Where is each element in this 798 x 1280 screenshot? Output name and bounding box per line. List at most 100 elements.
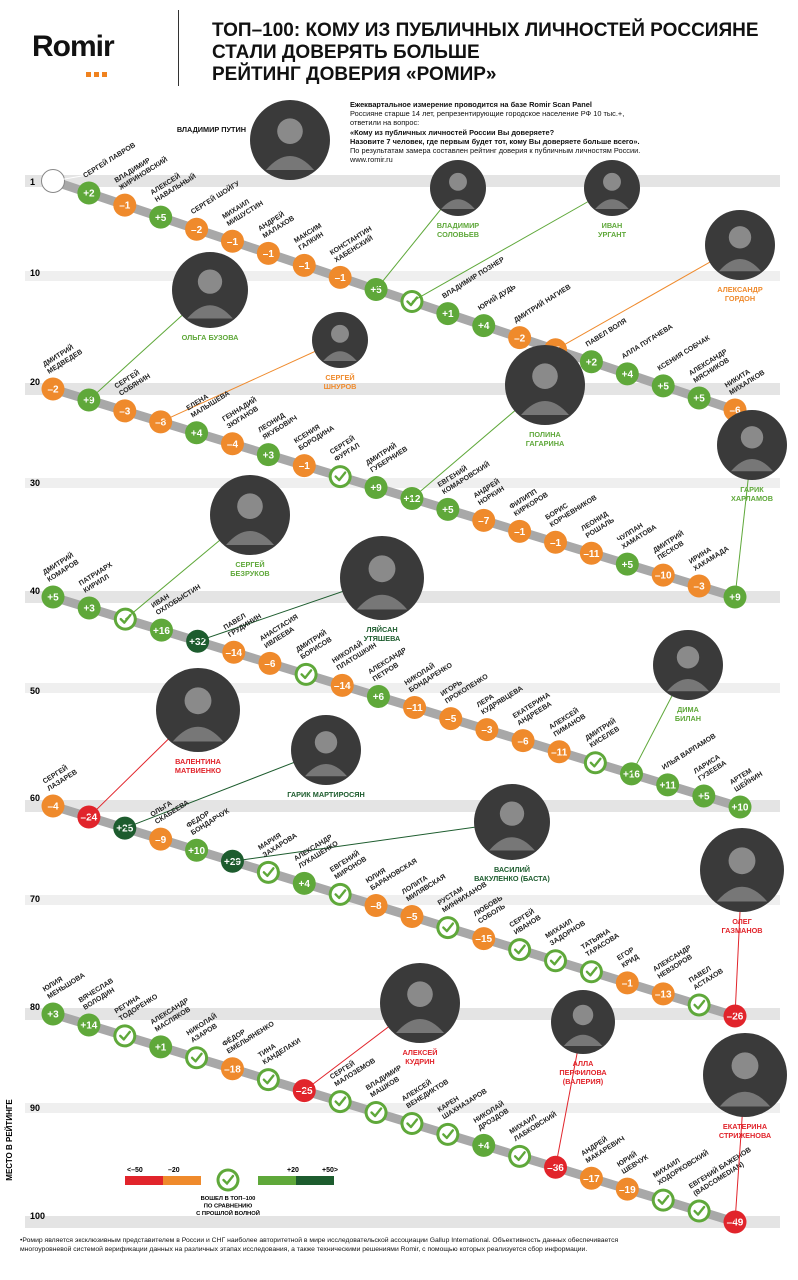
rank-circle [403,696,427,720]
person-marker: –1 [113,193,137,217]
rank-change-label: +5 [47,593,59,604]
rank-circle [615,971,639,995]
new-entry-badge [439,1125,457,1143]
rank-change-label: –10 [655,571,672,582]
callout-line [232,821,513,862]
person-marker: –11 [579,541,603,565]
rank-circle [222,640,246,664]
new-entry-badge [116,1027,134,1045]
person-marker: +5 [41,585,65,609]
checkmark-icon [262,1074,275,1085]
intro-line: Назовите 7 человек, где первым будет тот… [350,136,640,146]
rank-circle [149,618,173,642]
person-name-group: ПАВЕЛ ВОЛЯ [585,318,628,349]
portrait-body [521,401,569,415]
person-marker: +5 [436,497,460,521]
person-name: УТЯШЕВА [364,634,401,643]
person-marker: –11 [403,696,427,720]
rank-change-label: –6 [264,659,276,670]
person-marker [113,1024,137,1048]
rank-circle [615,1177,639,1201]
portrait-head [368,555,396,583]
rank-circle [436,497,460,521]
portrait-body [226,531,274,545]
person-marker [508,938,532,962]
rank-change-label: +2 [83,189,95,200]
website-link[interactable]: www.romir.ru [350,155,393,165]
checkmark-icon [657,1194,670,1205]
person-marker: –2 [185,217,209,241]
person-name: ДИМА [677,705,700,714]
rank-circle [185,421,209,445]
checkmark-icon [334,1096,347,1107]
rank-circle [220,432,244,456]
legend-label: +50> [322,1167,338,1174]
checkmark-icon [406,1118,419,1129]
portrait-head [731,1052,759,1080]
portrait-body [716,886,768,902]
rank-change-label: –1 [550,538,562,549]
rank-change-label: +25 [116,824,133,835]
rank-change-label: –2 [47,385,59,396]
portrait-body [187,305,233,319]
title-line-1: ТОП–100: КОМУ ИЗ ПУБЛИЧНЫХ ЛИЧНОСТЕЙ РОС… [212,20,759,41]
portrait-body [266,156,314,170]
rank-circle [41,794,65,818]
checkmark-icon [300,669,313,680]
person-name: ВАЛЕНТИНА [175,757,221,766]
rank-change-label: +5 [442,505,454,516]
rank-change-label: –49 [727,1218,744,1229]
portrait-body [172,726,224,742]
person-name: ХАРЛАМОВ [731,494,773,503]
portrait-head [532,363,558,390]
person-marker: +6 [366,684,390,708]
person-marker: –5 [400,905,424,929]
checkmark-icon [513,1151,526,1162]
rank-change-label: +16 [153,626,170,637]
person-name: БИЛАН [675,714,701,723]
rank-change-label: –1 [335,273,347,284]
rank-change-label: –26 [727,1012,744,1023]
rank-band [25,800,780,812]
person-marker: +4 [615,362,639,386]
portrait-body [595,199,629,209]
person-marker: –1 [615,971,639,995]
rank-change-label: –14 [334,681,351,692]
rank-tick-label: 50 [30,686,40,696]
intro-line: ответили на вопрос: [350,118,420,128]
person-marker: –1 [256,241,280,265]
rank-change-label: –19 [619,1185,636,1196]
rank-change-label: +5 [693,394,705,405]
rank-change-label: +1 [442,309,454,320]
person-name: ПЕРФИЛОВА [559,1068,607,1077]
new-entry-badge [331,885,349,903]
person-name: ШНУРОВ [324,382,357,391]
person-name: СЕРГЕЙ [325,373,354,382]
legend-label: –20 [168,1167,180,1174]
rank-circle [366,684,390,708]
person-marker: +3 [77,596,101,620]
person-marker: –11 [547,740,571,764]
person-name: ВЛАДИМИР [437,221,480,230]
checkmark-icon [693,999,706,1010]
person-marker: –3 [113,399,137,423]
person-marker: –6 [511,729,535,753]
title-line-2: СТАЛИ ДОВЕРЯТЬ БОЛЬШЕ [212,42,480,63]
rank-change-label: +1 [155,1042,167,1053]
rank-change-label: +5 [622,560,634,571]
